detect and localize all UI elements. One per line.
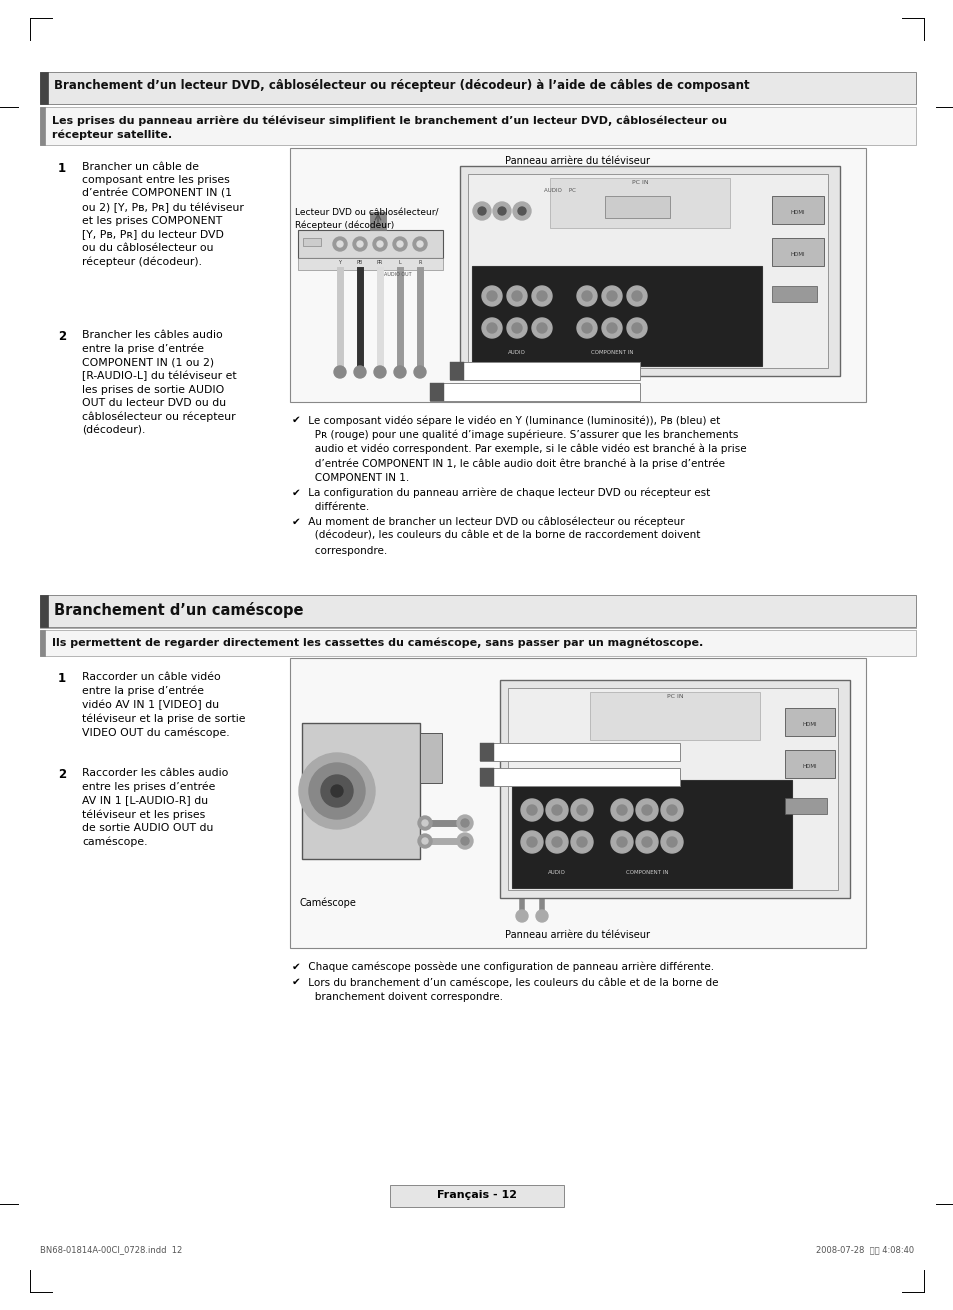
Circle shape	[320, 776, 353, 807]
Bar	[784, 798, 826, 814]
Circle shape	[460, 837, 469, 845]
Text: Ils permettent de regarder directement les cassettes du caméscope, sans passer p: Ils permettent de regarder directement l…	[52, 637, 702, 647]
Text: CâbleAudio (non fourni): CâbleAudio (non fourni)	[497, 772, 589, 781]
Text: PR: PR	[376, 259, 383, 265]
Text: Branchement d’un lecteur DVD, câblosélecteur ou récepteur (décodeur) à l’aide de: Branchement d’un lecteur DVD, câblosélec…	[54, 79, 749, 92]
Bar	[370, 212, 386, 231]
Bar	[290, 658, 865, 948]
Circle shape	[353, 237, 367, 252]
Bar	[771, 286, 816, 303]
Text: AUDIO    PC: AUDIO PC	[543, 189, 576, 193]
Text: L: L	[398, 259, 401, 265]
Circle shape	[641, 806, 651, 815]
Bar	[479, 768, 494, 786]
Circle shape	[631, 291, 641, 301]
Text: Le composant vidéo sépare le vidéo en Y (luminance (luminosité)), Pʙ (bleu) et: Le composant vidéo sépare le vidéo en Y …	[305, 415, 720, 426]
Bar	[40, 107, 915, 145]
Bar	[459, 166, 840, 376]
Circle shape	[333, 237, 347, 252]
Circle shape	[660, 831, 682, 853]
Text: Brancher les câbles audio
entre la prise d’entrée
COMPONENT IN (1 ou 2)
[R-AUDIO: Brancher les câbles audio entre la prise…	[82, 330, 236, 435]
Text: Raccorder un câble vidéo
entre la prise d’entrée
vidéo AV IN 1 [VIDEO] du
télévi: Raccorder un câble vidéo entre la prise …	[82, 672, 245, 738]
Circle shape	[545, 799, 567, 821]
Circle shape	[626, 286, 646, 307]
Bar	[479, 743, 494, 761]
Text: AUDIO: AUDIO	[547, 870, 565, 875]
Bar	[390, 1186, 563, 1207]
Bar	[479, 768, 679, 786]
Circle shape	[421, 838, 428, 844]
Bar	[40, 595, 915, 627]
Circle shape	[481, 286, 501, 307]
Circle shape	[456, 833, 473, 849]
Circle shape	[606, 291, 617, 301]
Text: correspondre.: correspondre.	[305, 545, 387, 555]
Text: COMPONENT IN 1.: COMPONENT IN 1.	[305, 473, 409, 483]
Text: ✔: ✔	[292, 516, 300, 527]
Bar	[290, 148, 865, 402]
Text: branchement doivent correspondre.: branchement doivent correspondre.	[305, 992, 502, 1002]
Bar	[40, 630, 915, 656]
Text: Panneau arrière du téléviseur: Panneau arrière du téléviseur	[505, 156, 650, 166]
Circle shape	[617, 806, 626, 815]
Circle shape	[506, 318, 526, 338]
Text: 2: 2	[454, 365, 459, 375]
Bar	[40, 595, 48, 627]
Bar	[468, 174, 827, 368]
Circle shape	[577, 286, 597, 307]
Text: Y: Y	[338, 259, 341, 265]
Bar	[297, 231, 442, 258]
Text: récepteur satellite.: récepteur satellite.	[52, 128, 172, 139]
Circle shape	[481, 318, 501, 338]
Circle shape	[577, 837, 586, 848]
Circle shape	[520, 799, 542, 821]
Circle shape	[516, 910, 527, 922]
Circle shape	[309, 762, 365, 819]
Text: ✔: ✔	[292, 977, 300, 986]
Text: AUDIO OUT: AUDIO OUT	[384, 272, 412, 276]
Bar	[771, 196, 823, 224]
Text: ✔: ✔	[292, 962, 300, 972]
Circle shape	[356, 241, 363, 248]
Text: BN68-01814A-00CI_0728.indd  12: BN68-01814A-00CI_0728.indd 12	[40, 1244, 182, 1254]
Text: Au moment de brancher un lecteur DVD ou câblosélecteur ou récepteur: Au moment de brancher un lecteur DVD ou …	[305, 516, 684, 527]
Circle shape	[581, 291, 592, 301]
Circle shape	[486, 291, 497, 301]
Circle shape	[577, 806, 586, 815]
Circle shape	[532, 318, 552, 338]
Text: Chaque caméscope possède une configuration de panneau arrière différente.: Chaque caméscope possède une configurati…	[305, 962, 714, 972]
Circle shape	[636, 799, 658, 821]
Circle shape	[374, 365, 386, 379]
Circle shape	[512, 324, 521, 333]
Text: Branchement d’un caméscope: Branchement d’un caméscope	[54, 603, 303, 618]
Bar	[589, 692, 760, 740]
Circle shape	[373, 237, 387, 252]
Text: ✔: ✔	[292, 487, 300, 498]
Circle shape	[416, 241, 422, 248]
Circle shape	[354, 365, 366, 379]
Bar	[302, 723, 419, 859]
Text: différente.: différente.	[305, 502, 369, 512]
Text: PC IN: PC IN	[631, 179, 648, 185]
Text: PB: PB	[356, 259, 363, 265]
Bar	[784, 751, 834, 778]
Text: audio et vidéo correspondent. Par exemple, si le câble vidéo est branché à la pr: audio et vidéo correspondent. Par exempl…	[305, 444, 746, 455]
Circle shape	[506, 286, 526, 307]
Bar	[40, 72, 915, 103]
Text: Lecteur DVD ou câblosélecteur/: Lecteur DVD ou câblosélecteur/	[294, 208, 438, 217]
Text: 2: 2	[58, 768, 66, 781]
Bar	[419, 734, 441, 783]
Text: Raccorder les câbles audio
entre les prises d’entrée
AV IN 1 [L-AUDIO-R] du
télé: Raccorder les câbles audio entre les pri…	[82, 768, 228, 848]
Circle shape	[486, 324, 497, 333]
Text: Pʀ (rouge) pour une qualité d’image supérieure. S’assurer que les branchements: Pʀ (rouge) pour une qualité d’image supé…	[305, 430, 738, 440]
Text: Câble vidéo (non fourni): Câble vidéo (non fourni)	[497, 747, 590, 756]
Circle shape	[417, 834, 432, 848]
Circle shape	[601, 318, 621, 338]
Text: 2: 2	[58, 330, 66, 343]
Circle shape	[571, 799, 593, 821]
Text: 2008-07-28  오후 4:08:40: 2008-07-28 오후 4:08:40	[815, 1244, 913, 1254]
Circle shape	[601, 286, 621, 307]
Circle shape	[520, 831, 542, 853]
Bar	[40, 107, 45, 145]
Text: ✔: ✔	[292, 415, 300, 424]
